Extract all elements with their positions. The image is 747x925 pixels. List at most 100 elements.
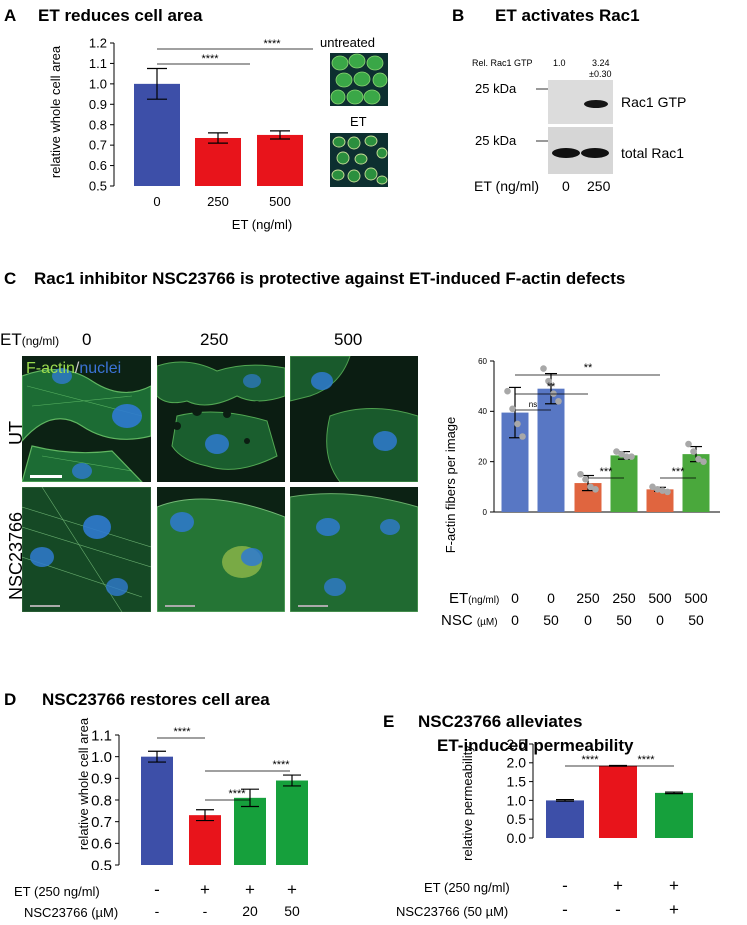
panel-c-row2-label-text: NSC (441, 612, 473, 629)
panel-c-row1-value: 250 (576, 590, 600, 606)
micrograph-ut-250 (157, 356, 285, 482)
panel-c-col-500: 500 (334, 330, 363, 349)
panel-c-row2-value: 50 (688, 612, 704, 628)
thumb-untreated-label: untreated (320, 35, 375, 50)
data-point (519, 433, 526, 440)
data-point (540, 365, 547, 372)
panel-c-row2-value: 0 (656, 612, 664, 628)
rel-value-0: 1.0 (553, 58, 566, 68)
data-point (577, 470, 584, 478)
data-point (555, 397, 562, 405)
data-point (649, 483, 656, 491)
panel-d-row1-value: + (287, 880, 297, 899)
panel-c-row2-value: 50 (616, 612, 632, 628)
micrograph-nsc-500 (290, 487, 418, 612)
panel-c-row1-value: 0 (547, 590, 555, 606)
panel-c-et-header: ET(ng/ml) (0, 330, 59, 350)
y-tick-label: 0.5 (89, 179, 107, 194)
y-tick-label: 2.0 (507, 755, 527, 771)
panel-c-row1-label: ET(ng/ml) (449, 590, 499, 607)
panel-b-title: ET activates Rac1 (495, 6, 640, 25)
x-tick-label: 500 (269, 194, 291, 209)
panel-e-row2-label: NSC23766 (50 µM) (396, 904, 509, 919)
bar (655, 792, 693, 838)
data-point (587, 483, 594, 491)
y-tick-label: 0.9 (91, 771, 112, 788)
panel-d-plot: 0.5 0.6 0.7 0.8 0.9 1.0 1.1 (91, 727, 308, 870)
data-point (504, 387, 511, 395)
data-point (685, 440, 692, 448)
data-point (618, 450, 625, 458)
data-point (509, 405, 516, 413)
kda-marker-2: 25 kDa (475, 133, 517, 148)
data-point (700, 458, 707, 465)
panel-d-row2-value: 20 (242, 903, 258, 919)
panel-e-row2-value: + (669, 900, 679, 919)
panel-e-chart: relative permeability 0.0 0.5 1.0 1.5 2.0 2.5… (460, 736, 693, 861)
data-point (592, 486, 599, 493)
panel-c-row2-value: 0 (584, 612, 592, 628)
panel-c-sig-4: *** (600, 466, 614, 478)
y-tick-label: 0.8 (91, 792, 112, 809)
panel-a-title: ET reduces cell area (38, 6, 203, 25)
y-tick-label: 0.5 (507, 811, 527, 827)
western-blot (536, 80, 613, 174)
band-total-rac1-250 (581, 148, 609, 158)
data-point (690, 448, 697, 455)
panel-c-row2-label: NSC (µM) (441, 612, 498, 629)
panel-d-sig-1: **** (173, 726, 191, 738)
band-label-total-rac1: total Rac1 (621, 145, 685, 161)
panel-e-row2-value: - (562, 900, 568, 919)
blot-et-0: 0 (562, 178, 570, 194)
panel-d-letter: D (4, 690, 17, 709)
panel-c-row1-value: 500 (684, 590, 708, 606)
panel-e-row1-value: + (613, 876, 623, 895)
y-tick-label: 0 (483, 508, 488, 517)
panel-c-row1-value: 0 (511, 590, 519, 606)
band-rac1-gtp-250 (584, 100, 608, 108)
bar (276, 780, 308, 865)
blot-et-250: 250 (587, 178, 611, 194)
y-tick-label: 1.5 (507, 774, 527, 790)
stain-legend: F-actin/nuclei (26, 360, 121, 378)
micrograph-nsc-0 (22, 487, 151, 612)
panel-e-ylabel: relative permeability (460, 745, 475, 861)
y-tick-label: 0.9 (89, 97, 107, 112)
panel-a-xlabel: ET (ng/ml) (232, 217, 292, 232)
panel-d-ylabel: relative whole cell area (76, 717, 91, 850)
micrograph-ut-500 (290, 356, 418, 482)
y-tick-label: 2.5 (507, 736, 527, 752)
panel-c-sig-5: *** (672, 466, 686, 478)
data-point (582, 475, 589, 483)
panel-e-letter: E (383, 712, 395, 731)
panel-c-plot: 0 20 40 60 (478, 357, 720, 517)
panel-e-row1-value: + (669, 876, 679, 895)
data-point (628, 453, 635, 460)
bar (189, 815, 221, 865)
y-tick-label: 0.0 (507, 830, 527, 846)
panel-d-row2-value: - (154, 903, 160, 919)
y-tick-label: 0.5 (91, 857, 112, 870)
panel-b-letter: B (452, 6, 465, 25)
panel-d-row1-value: + (200, 880, 210, 899)
panel-a-chart: relative whole cell area ET (ng/ml) 0.50… (48, 36, 313, 232)
panel-d-row2-label: NSC23766 (µM) (24, 905, 119, 920)
data-point (514, 420, 521, 428)
panel-c-row1-unit: (ng/ml) (468, 595, 500, 606)
y-tick-label: 40 (478, 407, 487, 416)
panel-e-sig-1: **** (581, 754, 599, 766)
data-point (664, 488, 671, 496)
panel-d-row1-value: - (154, 880, 160, 899)
panel-c-row1-label-text: ET (449, 590, 469, 607)
y-tick-label: 1.0 (89, 76, 107, 91)
panel-c-row1-value: 500 (648, 590, 672, 606)
rel-value-250: 3.24 (592, 58, 610, 68)
band-total-rac1-0 (552, 148, 580, 158)
bar (537, 388, 565, 512)
panel-c-sig-2: ** (547, 381, 556, 393)
panel-c-col-250: 250 (200, 330, 229, 349)
bar (134, 83, 180, 186)
x-tick-label: 0 (153, 194, 160, 209)
panel-d-row2-value: - (202, 903, 208, 919)
data-point (613, 448, 620, 455)
